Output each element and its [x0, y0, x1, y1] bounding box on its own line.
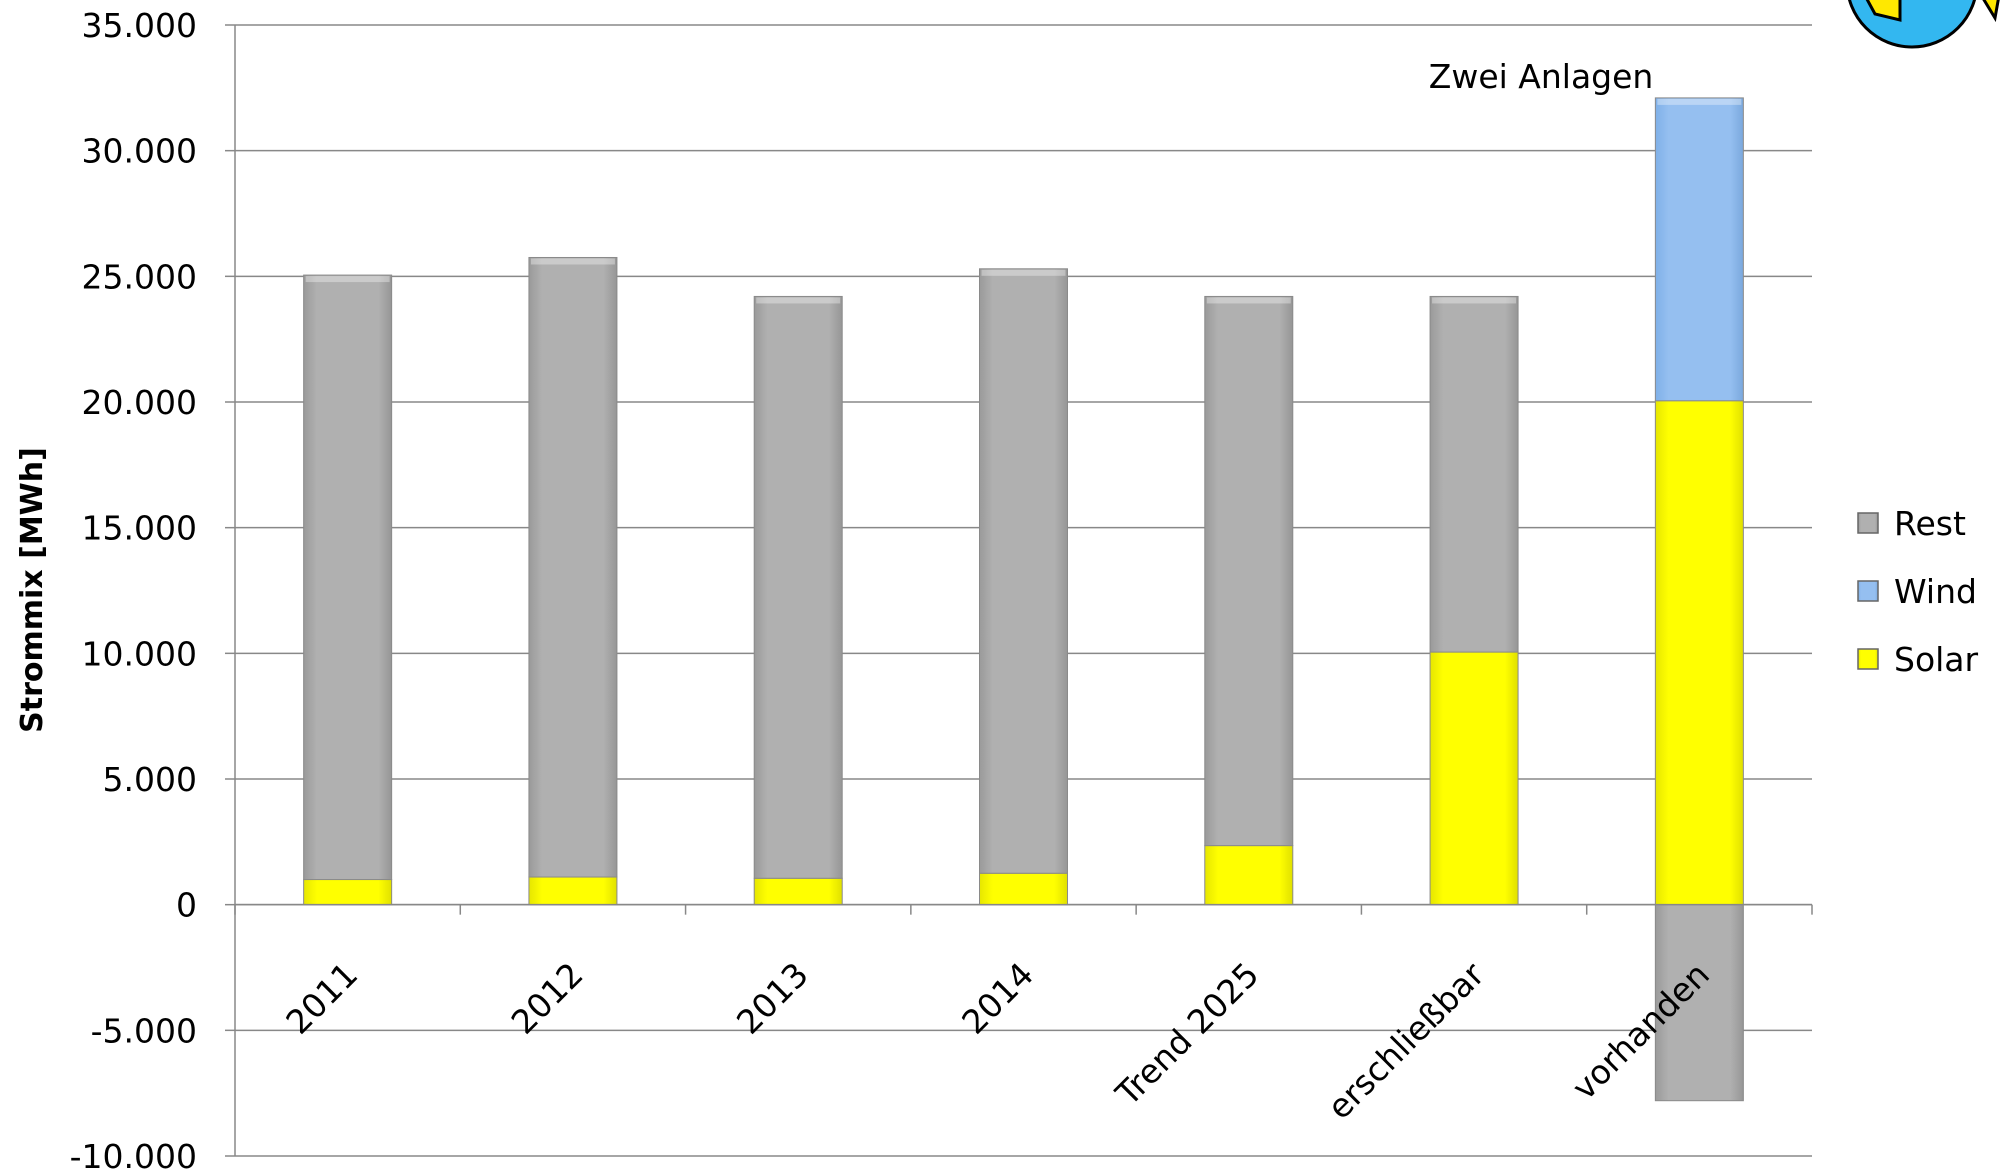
bar-segment-wind — [1654, 97, 1744, 402]
y-tick-label: 0 — [176, 886, 197, 925]
bar-segment-rest — [528, 256, 618, 878]
bar-segment-solar — [528, 876, 618, 906]
bar-segment-solar — [1654, 400, 1744, 906]
logo-icon — [1847, 0, 2000, 49]
bar-segment-solar — [979, 872, 1068, 906]
y-tick-label: 25.000 — [82, 257, 197, 296]
y-axis: 35.000 30.000 25.000 20.000 15.000 10.000 5.00… — [70, 6, 236, 1174]
legend-swatch-solar — [1857, 648, 1879, 670]
bar-segment-rest — [303, 274, 393, 881]
y-tick-label: -10.000 — [70, 1137, 197, 1174]
bar-segment-solar — [303, 879, 393, 906]
bar-segment-rest — [979, 268, 1068, 874]
y-tick-label: 30.000 — [82, 132, 197, 171]
legend-label-wind: Wind — [1894, 572, 1977, 611]
bar-segment-solar — [1429, 651, 1519, 906]
x-tick-label: Trend 2025 — [1107, 955, 1266, 1114]
bar-highlight — [530, 258, 615, 265]
x-tick-label: 2011 — [278, 955, 365, 1042]
bar-segment-solar — [753, 877, 843, 906]
y-tick-label: 20.000 — [82, 383, 197, 422]
legend: Rest Wind Solar — [1857, 504, 1979, 679]
bar-highlight — [981, 269, 1066, 276]
bar-highlight — [305, 276, 390, 283]
x-tick-label: 2013 — [729, 955, 816, 1042]
x-axis: 2011 2012 2013 2014 Trend 2025 erschließbar vo… — [234, 903, 1813, 1127]
bar-highlight — [1206, 297, 1291, 304]
bar-segment-rest — [1204, 295, 1294, 847]
x-tick-label: erschließbar — [1320, 954, 1492, 1126]
y-tick-label: 5.000 — [103, 760, 197, 799]
bar-highlight — [1432, 297, 1517, 304]
annotation-label: Zwei Anlagen — [1429, 57, 1654, 96]
y-tick-label: 10.000 — [82, 634, 197, 673]
legend-swatch-wind — [1857, 580, 1879, 602]
legend-label-rest: Rest — [1894, 504, 1966, 543]
bar-segment-rest — [1654, 904, 1744, 1102]
x-tick-label: 2014 — [954, 955, 1041, 1042]
bar-highlight — [1657, 98, 1742, 105]
y-tick-label: -5.000 — [91, 1011, 197, 1050]
y-axis-label: Strommix [MWh] — [15, 447, 50, 733]
legend-label-solar: Solar — [1894, 640, 1979, 679]
bar-segment-rest — [753, 295, 843, 879]
y-tick-label: 35.000 — [82, 6, 197, 45]
bars — [303, 97, 1744, 1102]
x-tick-label: 2012 — [504, 955, 591, 1042]
bar-highlight — [756, 297, 841, 304]
bar-segment-solar — [1204, 845, 1294, 906]
bar-segment-rest — [1429, 295, 1519, 653]
y-tick-label: 15.000 — [82, 509, 197, 548]
legend-swatch-rest — [1857, 512, 1879, 534]
